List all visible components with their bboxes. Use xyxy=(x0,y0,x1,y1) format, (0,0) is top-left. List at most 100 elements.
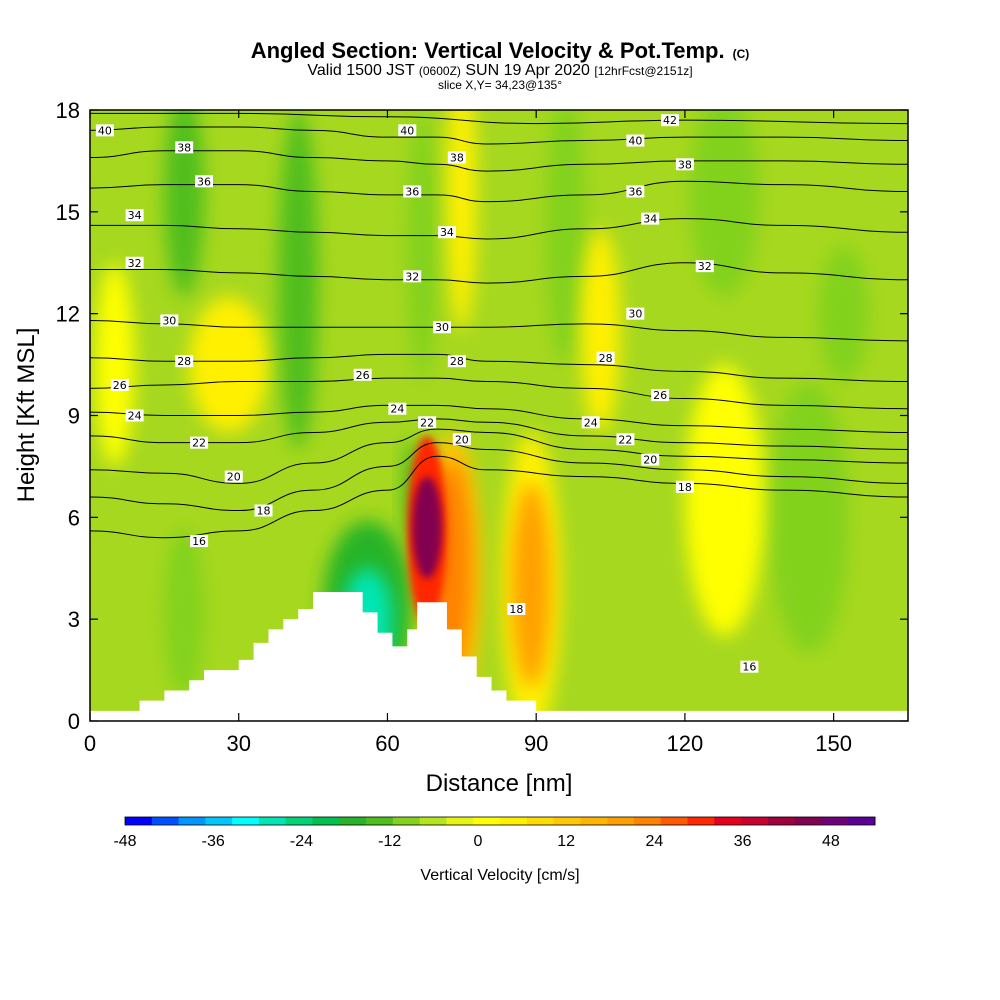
svg-text:40: 40 xyxy=(400,124,414,137)
colorbar-tick--48: -48 xyxy=(113,833,136,850)
colorbar-swatch-23 xyxy=(741,817,769,825)
theta-label-26: 38 xyxy=(675,158,694,171)
svg-text:28: 28 xyxy=(450,355,464,368)
theta-label-35: 20 xyxy=(641,453,660,467)
svg-text:26: 26 xyxy=(653,389,667,402)
theta-label-8: 24 xyxy=(125,409,144,423)
theta-label-0: 40 xyxy=(95,124,114,137)
colorbar-swatch-6 xyxy=(285,817,313,825)
svg-text:38: 38 xyxy=(450,152,464,165)
theta-label-13: 40 xyxy=(398,124,417,137)
x-tick-label-0: 0 xyxy=(84,731,96,756)
svg-text:36: 36 xyxy=(628,185,642,198)
svg-text:24: 24 xyxy=(128,410,142,423)
subtitle-date: SUN 19 Apr 2020 xyxy=(465,62,590,79)
theta-label-30: 30 xyxy=(626,307,645,321)
isoline-16 xyxy=(90,455,908,539)
isoline-26 xyxy=(90,377,908,410)
colorbar-label: Vertical Velocity [cm/s] xyxy=(420,867,579,884)
chart-title: Angled Section: Vertical Velocity & Pot.… xyxy=(251,38,750,63)
theta-label-23: 20 xyxy=(452,433,471,446)
chart-subtitle: Valid 1500 JST (0600Z) SUN 19 Apr 2020 [… xyxy=(307,62,692,79)
colorbar-swatch-11 xyxy=(419,817,447,825)
theta-label-5: 30 xyxy=(160,314,179,327)
theta-label-37: 18 xyxy=(507,602,526,616)
x-tick-label-60: 60 xyxy=(375,731,399,756)
colorbar-swatch-7 xyxy=(312,817,340,825)
y-tick-label-0: 0 xyxy=(68,709,80,734)
velocity-cell-21 xyxy=(412,476,442,579)
colorbar-frame xyxy=(124,816,876,826)
y-tick-label-3: 3 xyxy=(68,607,80,632)
y-axis-label: Height [Kft MSL] xyxy=(13,328,40,503)
theta-label-12: 16 xyxy=(190,535,209,548)
svg-text:36: 36 xyxy=(405,185,419,198)
x-tick-label-150: 150 xyxy=(815,731,852,756)
isoline-32 xyxy=(90,262,908,284)
colorbar-swatch-4 xyxy=(232,817,260,825)
theta-label-14: 38 xyxy=(447,151,466,165)
theta-label-34: 22 xyxy=(616,433,635,446)
svg-text:34: 34 xyxy=(128,209,142,222)
colorbar-tick-36: 36 xyxy=(734,833,752,850)
svg-text:34: 34 xyxy=(440,226,454,239)
svg-text:32: 32 xyxy=(405,270,419,283)
subtitle-utc: (0600Z) xyxy=(419,64,461,78)
velocity-cell-7 xyxy=(689,110,760,297)
colorbar-tick--12: -12 xyxy=(378,833,401,850)
svg-text:34: 34 xyxy=(643,213,657,226)
theta-label-7: 26 xyxy=(110,378,129,392)
velocity-cell-3 xyxy=(684,364,765,637)
slice-label: slice X,Y= 34,23@135° xyxy=(438,78,562,92)
svg-text:28: 28 xyxy=(177,355,191,368)
y-tick-label-15: 15 xyxy=(56,200,80,225)
colorbar-tick--36: -36 xyxy=(202,833,225,850)
plot-area: 40 38 36 34 32 30 28 26 24 22 20 18 16 40 38 36 34 32 30 28… xyxy=(89,109,909,722)
theta-label-6: 28 xyxy=(175,355,194,368)
isoline-34 xyxy=(90,218,908,240)
svg-text:30: 30 xyxy=(628,308,642,321)
theta-label-19: 28 xyxy=(447,355,466,368)
svg-text:24: 24 xyxy=(390,403,404,416)
svg-text:38: 38 xyxy=(678,158,692,171)
colorbar-swatch-13 xyxy=(473,817,501,825)
colorbar-swatch-5 xyxy=(258,817,287,825)
theta-label-27: 36 xyxy=(626,185,645,198)
colorbar-swatch-19 xyxy=(633,817,662,825)
x-tick-label-90: 90 xyxy=(524,731,548,756)
title-mark: (C) xyxy=(733,47,750,61)
svg-text:18: 18 xyxy=(509,603,523,616)
svg-text:26: 26 xyxy=(356,369,370,382)
colorbar-swatch-26 xyxy=(821,817,849,825)
x-tick-label-30: 30 xyxy=(226,731,250,756)
theta-label-11: 18 xyxy=(254,504,273,518)
theta-label-9: 22 xyxy=(190,436,209,450)
isoline-20 xyxy=(90,428,908,484)
svg-text:22: 22 xyxy=(618,433,632,446)
colorbar-swatch-3 xyxy=(205,817,233,825)
svg-text:22: 22 xyxy=(192,437,206,450)
isoline-22 xyxy=(90,418,908,450)
svg-text:28: 28 xyxy=(599,352,613,365)
y-tick-label-18: 18 xyxy=(56,98,80,123)
theta-label-4: 32 xyxy=(125,256,144,270)
theta-label-2: 36 xyxy=(195,175,214,188)
svg-text:40: 40 xyxy=(628,135,642,148)
svg-text:18: 18 xyxy=(678,481,692,494)
velocity-cell-2 xyxy=(546,110,586,365)
theta-label-25: 40 xyxy=(626,134,645,148)
theta-label-3: 34 xyxy=(125,209,144,222)
colorbar-swatch-18 xyxy=(607,817,635,825)
colorbar-tick-24: 24 xyxy=(646,833,664,850)
svg-text:20: 20 xyxy=(455,433,469,446)
theta-isolines xyxy=(90,112,908,539)
theta-label-36: 18 xyxy=(675,480,694,494)
theta-label-17: 32 xyxy=(403,270,422,283)
velocity-cell-8 xyxy=(818,245,869,382)
svg-text:40: 40 xyxy=(98,124,112,137)
theta-label-20: 26 xyxy=(353,368,372,382)
theta-label-22: 22 xyxy=(418,416,437,429)
colorbar-swatch-14 xyxy=(500,817,528,825)
svg-text:22: 22 xyxy=(420,416,434,429)
